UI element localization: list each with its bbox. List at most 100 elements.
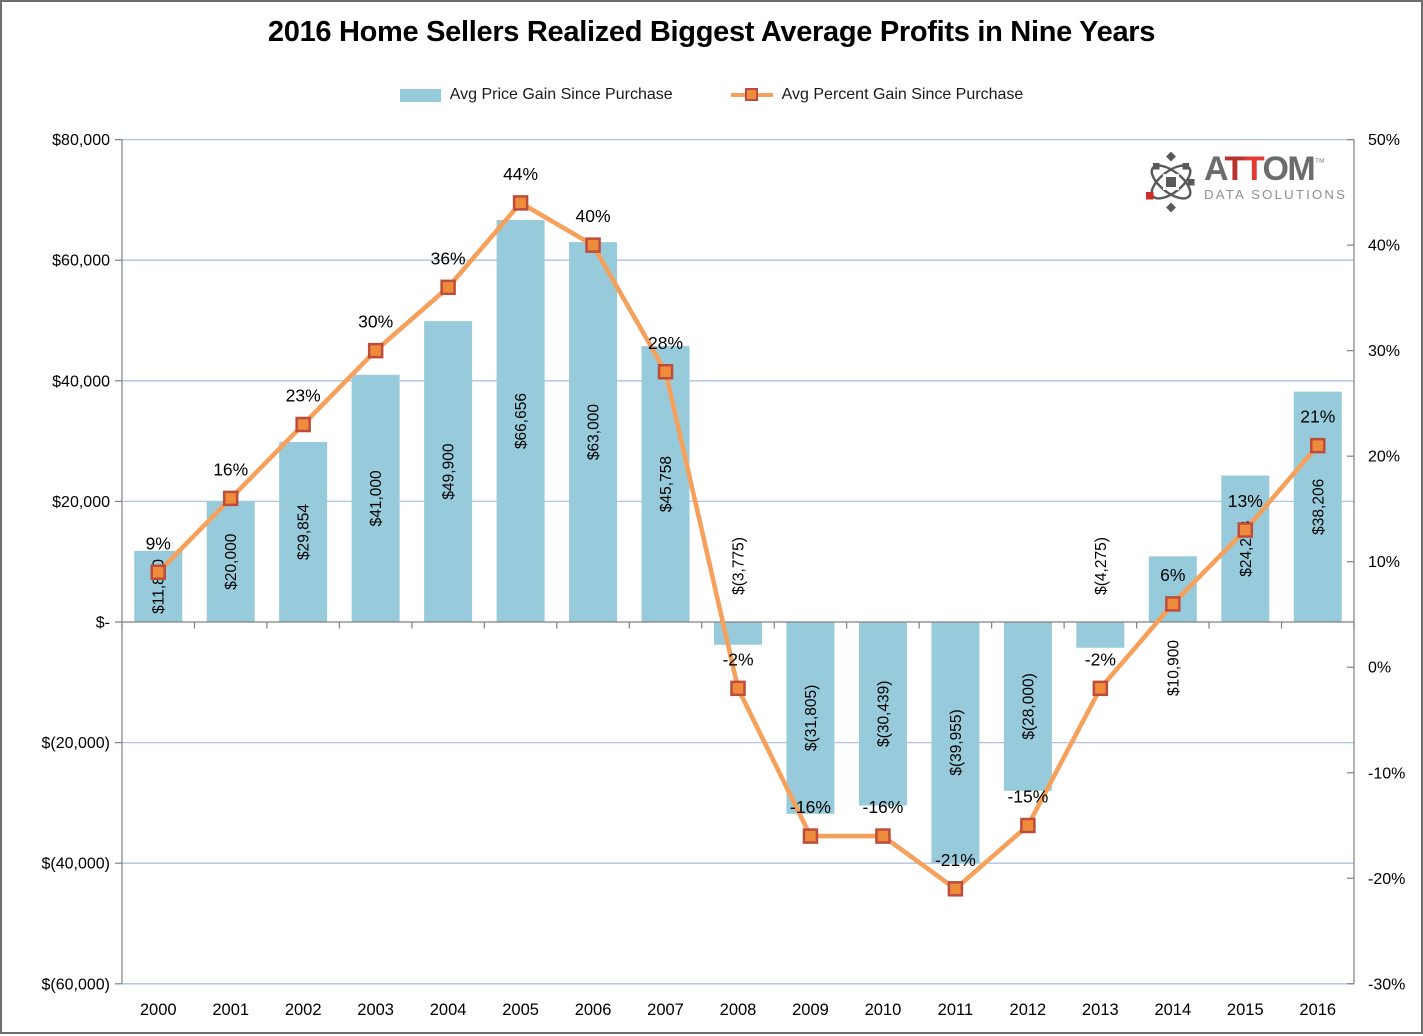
x-axis-label-2002: 2002 xyxy=(285,1001,322,1019)
right-axis-label: 20% xyxy=(1368,449,1400,466)
marker-2001 xyxy=(222,490,239,507)
x-axis-label-2006: 2006 xyxy=(575,1001,612,1019)
marker-2007 xyxy=(657,364,674,380)
bar-value-label-2016: $38,206 xyxy=(1310,479,1327,535)
bar-2002 xyxy=(279,441,328,622)
x-axis-label-2016: 2016 xyxy=(1299,1001,1336,1019)
percent-label-2008: -2% xyxy=(722,649,753,669)
logo-letters-om: OM xyxy=(1262,150,1315,188)
percent-label-2016: 21% xyxy=(1300,407,1335,427)
left-axis-label: $(20,000) xyxy=(42,735,111,752)
x-axis-label-2009: 2009 xyxy=(792,1001,829,1019)
right-axis-label: -10% xyxy=(1368,765,1405,782)
legend-item-price-gain: Avg Price Gain Since Purchase xyxy=(399,86,673,104)
bar-value-label-2001: $20,000 xyxy=(223,533,240,589)
marker-2008 xyxy=(730,680,746,697)
bar-2016 xyxy=(1293,391,1342,622)
trademark-symbol: ™ xyxy=(1314,157,1326,169)
percent-label-2013: -2% xyxy=(1085,649,1116,669)
chart-title: 2016 Home Sellers Realized Biggest Avera… xyxy=(267,16,1156,48)
x-axis-label-2011: 2011 xyxy=(938,1001,973,1019)
right-axis-label: 10% xyxy=(1368,554,1400,571)
legend-label-percent-gain: Avg Percent Gain Since Purchase xyxy=(781,86,1024,103)
marker-2013 xyxy=(1092,680,1109,697)
percent-label-2001: 16% xyxy=(213,459,248,479)
right-axis-label: 50% xyxy=(1368,132,1400,149)
percent-label-2015: 13% xyxy=(1228,491,1263,511)
marker-2004 xyxy=(440,279,456,296)
bar-value-label-2005: $66,656 xyxy=(513,393,530,449)
left-axis-label: $- xyxy=(96,615,110,632)
marker-2015 xyxy=(1237,522,1254,538)
marker-2016 xyxy=(1310,437,1326,454)
x-axis-label-2008: 2008 xyxy=(720,1001,757,1019)
percent-label-2012: -15% xyxy=(1007,787,1048,807)
bar-2010 xyxy=(858,622,907,806)
left-axis-label: $(60,000) xyxy=(42,976,111,993)
attom-logo-subtitle: DATA SOLUTIONS xyxy=(1204,187,1348,202)
percent-label-2007: 28% xyxy=(648,333,683,353)
left-axis-label: $80,000 xyxy=(52,132,110,149)
marker-2003 xyxy=(367,342,384,359)
bar-2001 xyxy=(206,501,255,622)
marker-2006 xyxy=(585,237,601,253)
legend: Avg Price Gain Since Purchase Avg Percen… xyxy=(2,86,1421,104)
percent-label-2006: 40% xyxy=(576,206,611,226)
attom-atom-icon xyxy=(1146,152,1195,212)
left-axis-label: $(40,000) xyxy=(42,856,111,873)
x-axis-label-2013: 2013 xyxy=(1082,1001,1119,1019)
bar-2007 xyxy=(641,346,690,622)
logo-letter-t1: T xyxy=(1224,150,1246,188)
marker-2012 xyxy=(1020,817,1036,834)
bar-value-label-2006: $63,000 xyxy=(586,404,603,460)
bar-2012 xyxy=(1003,622,1052,791)
right-axis-label: 40% xyxy=(1368,238,1400,255)
bar-2005 xyxy=(496,220,545,622)
percent-label-2002: 23% xyxy=(286,386,321,406)
bar-value-label-2002: $29,854 xyxy=(296,504,313,560)
line-series-swatch-icon xyxy=(730,87,773,103)
bar-value-label-2007: $45,758 xyxy=(658,456,675,512)
percent-label-2005: 44% xyxy=(503,164,538,184)
attom-logo-text: ATTOM™ DATA SOLUTIONS xyxy=(1204,152,1347,201)
x-axis-label-2000: 2000 xyxy=(140,1001,177,1019)
percent-label-2009: -16% xyxy=(790,797,831,817)
logo-letter-a: A xyxy=(1204,150,1226,188)
percent-label-2000: 9% xyxy=(146,533,171,553)
percent-label-2011: -21% xyxy=(935,850,976,870)
x-axis-label-2014: 2014 xyxy=(1154,1001,1191,1019)
legend-item-percent-gain: Avg Percent Gain Since Purchase xyxy=(730,86,1024,104)
bar-value-label-2008: $(3,775) xyxy=(731,537,748,595)
right-axis-label: -20% xyxy=(1368,871,1405,888)
bar-2006 xyxy=(569,242,618,623)
x-axis-label-2010: 2010 xyxy=(865,1001,902,1019)
bar-value-label-2014: $10,900 xyxy=(1165,640,1182,696)
marker-2009 xyxy=(802,828,819,844)
left-axis-label: $20,000 xyxy=(52,494,110,511)
marker-2000 xyxy=(150,564,166,581)
x-axis-label-2012: 2012 xyxy=(1010,1001,1047,1019)
bar-value-label-2012: $(28,000) xyxy=(1020,673,1037,739)
left-axis-label: $60,000 xyxy=(52,253,110,270)
bar-value-label-2004: $49,900 xyxy=(441,443,458,499)
marker-2011 xyxy=(947,881,964,897)
bar-value-label-2009: $(31,805) xyxy=(803,685,820,751)
marker-2002 xyxy=(295,416,311,433)
bar-2011 xyxy=(931,622,980,863)
percent-label-2004: 36% xyxy=(431,248,466,268)
bar-value-label-2011: $(39,955) xyxy=(948,709,965,775)
marker-2005 xyxy=(512,195,529,211)
bar-2008 xyxy=(714,622,762,645)
line-swatch-marker xyxy=(744,87,758,101)
legend-label-price-gain: Avg Price Gain Since Purchase xyxy=(449,86,673,103)
bar-2003 xyxy=(351,374,400,622)
right-axis-label: 30% xyxy=(1368,343,1400,360)
bar-value-label-2010: $(30,439) xyxy=(875,681,892,747)
bar-value-label-2013: $(4,275) xyxy=(1093,537,1110,595)
percent-label-2010: -16% xyxy=(863,797,904,817)
left-axis-label: $40,000 xyxy=(52,373,110,390)
bar-2004 xyxy=(424,321,473,622)
right-axis-label: 0% xyxy=(1368,660,1391,677)
